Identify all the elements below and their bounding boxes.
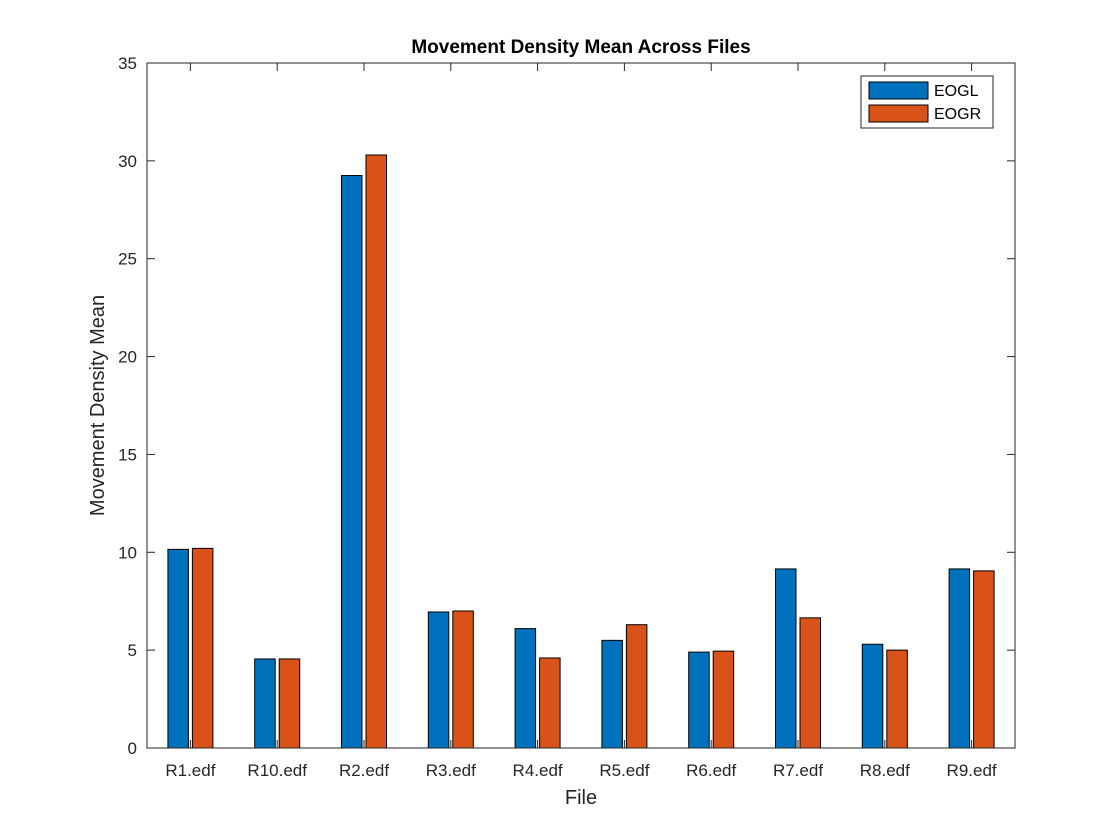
y-tick-label: 5	[128, 641, 137, 660]
bar-eogl-r2-edf	[341, 175, 363, 749]
bar-eogl-r4-edf	[514, 628, 537, 749]
y-axis-title: Movement Density Mean	[87, 295, 109, 516]
bar-eogr-r7-edf	[799, 617, 821, 749]
bar-eogl-r10-edf	[254, 658, 276, 749]
bar-eogr-r5-edf	[625, 624, 648, 749]
legend-label-eogr: EOGR	[934, 106, 981, 123]
y-tick-label: 20	[118, 348, 137, 367]
x-tick-label: R1.edf	[165, 761, 215, 780]
axes-box	[146, 62, 1016, 749]
y-tick-label: 15	[118, 445, 137, 464]
x-tick-label: R6.edf	[686, 761, 736, 780]
bar-eogl-r7-edf	[775, 568, 797, 749]
legend-swatch-eogl	[868, 81, 929, 100]
x-axis-ticks: R1.edf R10.edf R2.edf R3.edf R4.edf R5.edf R6.…	[165, 63, 997, 780]
plot-area	[147, 63, 1015, 748]
x-axis-title: File	[565, 787, 597, 809]
y-tick-label: 10	[118, 543, 137, 562]
legend-swatch-eogr	[868, 104, 929, 123]
bar-eogr-r8-edf	[886, 649, 908, 749]
bar-eogr-r6-edf	[712, 650, 735, 749]
bar-eogl-r8-edf	[861, 643, 884, 749]
x-tick-label: R7.edf	[773, 761, 823, 780]
bar-eogl-r3-edf	[427, 611, 450, 749]
legend-label-eogl: EOGL	[934, 83, 979, 100]
bar-eogl-r1-edf	[167, 548, 189, 749]
x-tick-label: R8.edf	[860, 761, 910, 780]
bar-eogr-r4-edf	[539, 657, 561, 749]
x-tick-label: R3.edf	[426, 761, 476, 780]
x-tick-label: R4.edf	[513, 761, 563, 780]
bar-eogr-r3-edf	[452, 610, 474, 749]
bar-eogr-r1-edf	[191, 547, 214, 749]
bar-eogr-r9-edf	[973, 570, 995, 749]
y-tick-label: 30	[118, 152, 137, 171]
bars-group	[167, 154, 995, 749]
chart-title: Movement Density Mean Across Files	[411, 37, 750, 58]
bar-eogl-r6-edf	[688, 651, 710, 749]
legend: EOGL EOGR	[860, 75, 994, 129]
y-tick-label: 35	[118, 54, 137, 73]
x-tick-label: R10.edf	[247, 761, 307, 780]
bar-eogr-r2-edf	[365, 154, 387, 749]
y-axis-ticks: 0 5 10 15 20 25 30 35	[118, 54, 1015, 758]
y-tick-label: 0	[128, 739, 137, 758]
x-tick-label: R5.edf	[599, 761, 649, 780]
bar-eogl-r9-edf	[948, 568, 971, 749]
bar-eogl-r5-edf	[601, 639, 623, 749]
y-tick-label: 25	[118, 250, 137, 269]
bar-eogr-r10-edf	[278, 658, 301, 749]
x-tick-label: R2.edf	[339, 761, 389, 780]
x-tick-label: R9.edf	[947, 761, 997, 780]
